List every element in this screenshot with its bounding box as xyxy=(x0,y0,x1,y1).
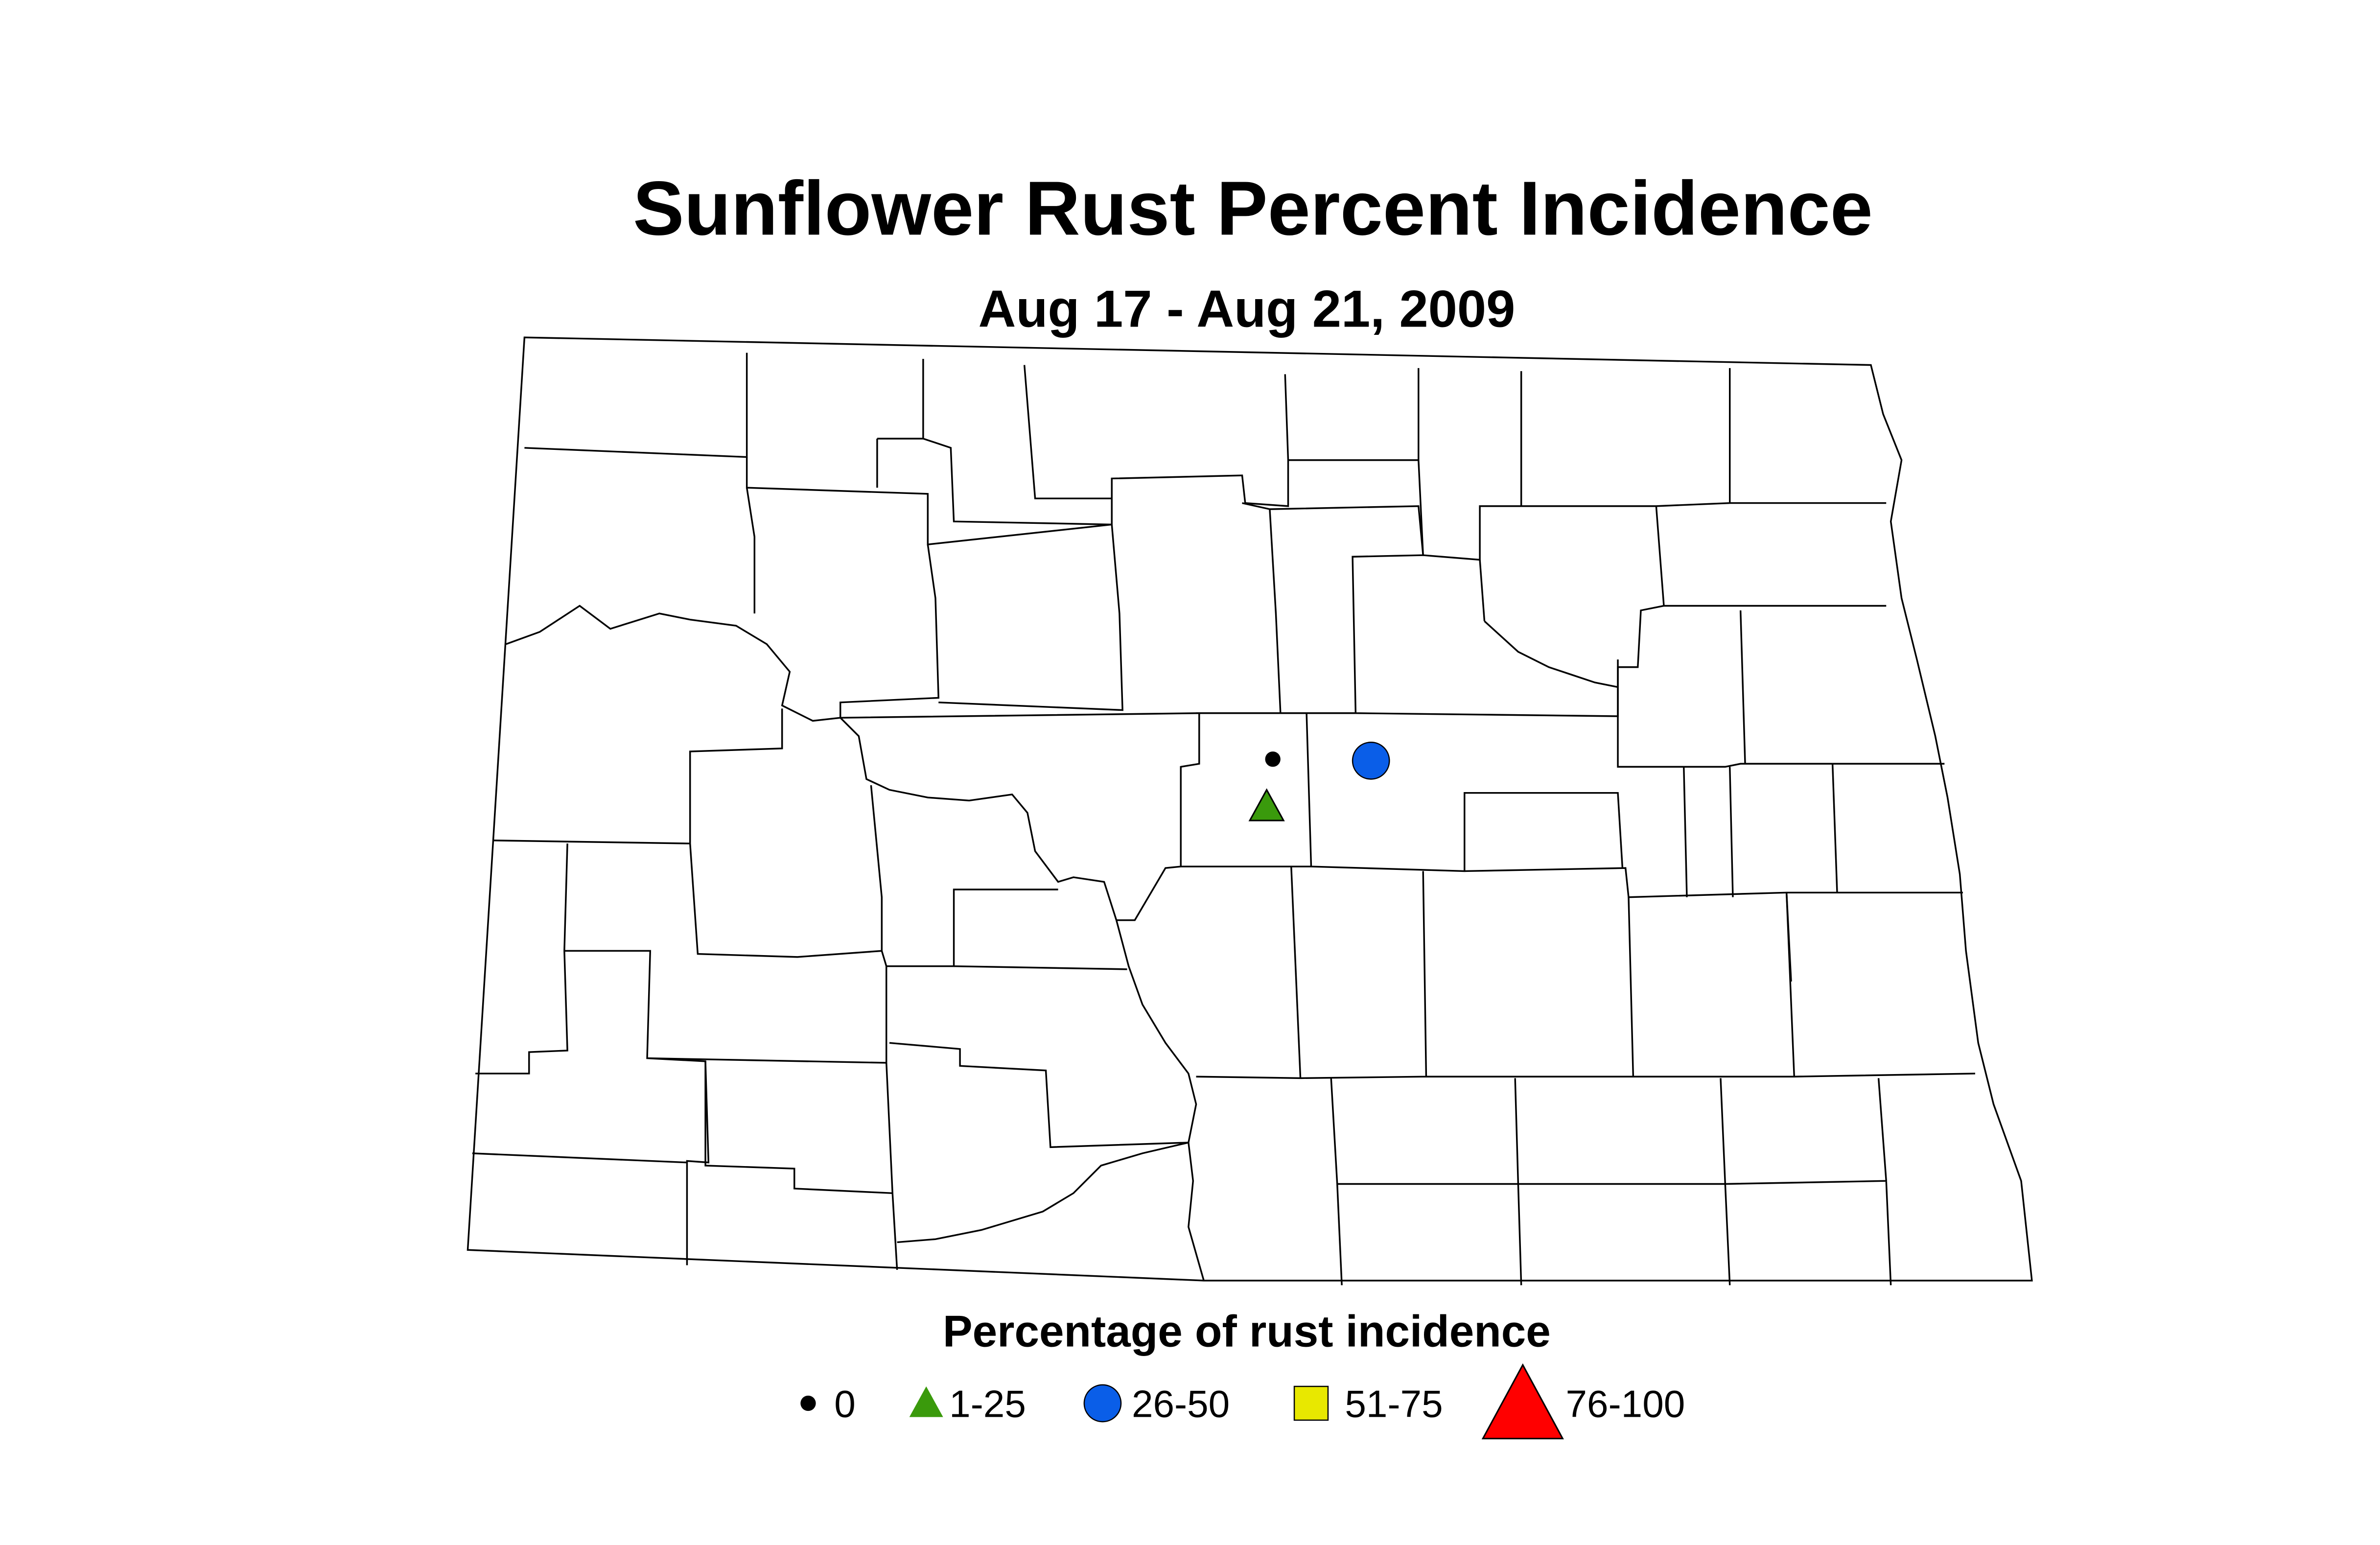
legend: Percentage of rust incidence 0 1-25 26-50 5… xyxy=(800,1307,1685,1440)
legend-label: 1-25 xyxy=(949,1382,1026,1426)
map-title: Sunflower Rust Percent Incidence xyxy=(633,165,1873,251)
state-outline xyxy=(467,336,2033,1282)
legend-label: 51-75 xyxy=(1345,1382,1443,1426)
site-marker xyxy=(1352,742,1390,780)
site-marker xyxy=(1265,751,1281,767)
legend-title: Percentage of rust incidence xyxy=(943,1307,1551,1357)
legend-symbol xyxy=(1481,1363,1564,1440)
legend-label: 0 xyxy=(834,1382,856,1426)
legend-items: 0 1-25 26-50 51-75 76-100 xyxy=(800,1363,1685,1440)
state-map xyxy=(467,336,2033,1286)
legend-symbol xyxy=(1293,1385,1329,1421)
observation-markers xyxy=(1248,742,1390,821)
legend-label: 26-50 xyxy=(1132,1382,1230,1426)
county-lines xyxy=(472,352,1975,1286)
legend-symbol xyxy=(1083,1384,1122,1423)
legend-label: 76-100 xyxy=(1566,1382,1685,1426)
legend-symbol xyxy=(800,1395,816,1411)
site-marker xyxy=(1248,788,1285,821)
legend-symbol xyxy=(909,1386,943,1417)
map-subtitle: Aug 17 - Aug 21, 2009 xyxy=(978,280,1515,338)
